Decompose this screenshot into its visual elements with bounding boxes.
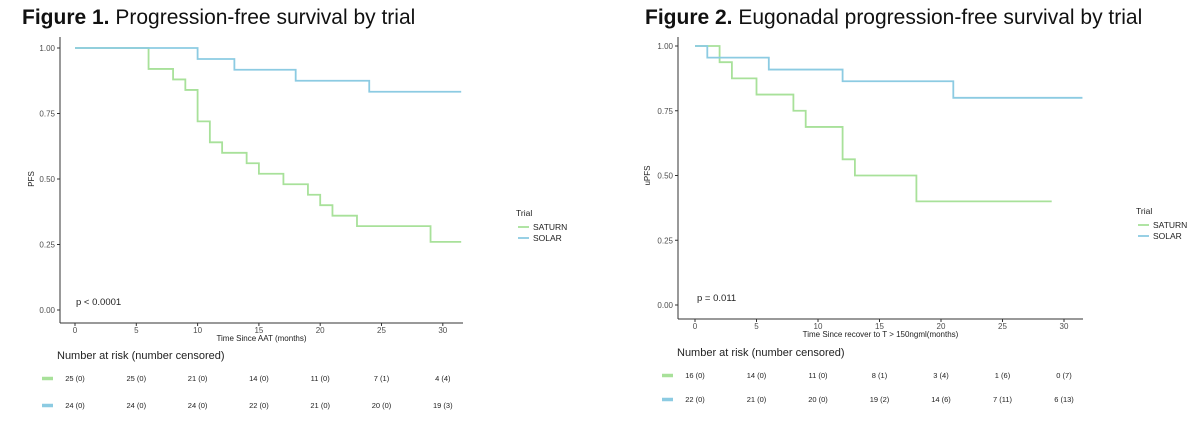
- risk-cell: 21 (0): [747, 395, 767, 404]
- risk-cell: 3 (4): [933, 371, 949, 380]
- y-tick-label: 0.25: [657, 236, 673, 245]
- y-tick-label: 0.50: [39, 175, 55, 184]
- figure-1-text: Progression-free survival by trial: [115, 6, 416, 29]
- y-tick-label: 0.75: [657, 107, 673, 116]
- legend-label-solar: SOLAR: [1153, 231, 1182, 241]
- risk-cell: 19 (3): [433, 401, 453, 410]
- risk-cell: 21 (0): [188, 374, 208, 383]
- y-tick-label: 0.00: [657, 301, 673, 310]
- figure-2-text: Eugonadal progression-free survival by t…: [738, 6, 1143, 29]
- x-tick-label: 30: [438, 326, 447, 335]
- risk-cell: 20 (0): [808, 395, 828, 404]
- risk-cell: 21 (0): [310, 401, 330, 410]
- risk-cell: 6 (13): [1054, 395, 1074, 404]
- x-tick-label: 15: [875, 322, 884, 331]
- risk-cell: 1 (6): [995, 371, 1011, 380]
- risk-cell: 24 (0): [65, 401, 85, 410]
- figure-1-title: Figure 1. Progression-free survival by t…: [22, 6, 415, 30]
- series-line-saturn: [695, 45, 1052, 203]
- risk-cell: 14 (6): [931, 395, 951, 404]
- legend-title: Trial: [516, 208, 532, 218]
- risk-cell: 14 (0): [249, 374, 269, 383]
- chart-2: 0.00 0.25 0.50 0.75 1.00 0 5 10 15 20 25 30 Time Sin…: [643, 37, 1187, 404]
- risk-cell: 14 (0): [747, 371, 767, 380]
- x-tick-label: 5: [754, 322, 759, 331]
- x-tick-label: 20: [316, 326, 325, 335]
- x-tick-label: 15: [254, 326, 263, 335]
- x-tick-label: 10: [814, 322, 823, 331]
- risk-table-title: Number at risk (number censored): [57, 350, 225, 362]
- y-axis-title: PFS: [27, 171, 36, 187]
- risk-table-title: Number at risk (number censored): [677, 347, 845, 359]
- risk-cell: 24 (0): [127, 401, 147, 410]
- series-line-saturn: [75, 47, 462, 243]
- risk-cell: 7 (11): [993, 395, 1013, 404]
- x-tick-label: 0: [693, 322, 698, 331]
- y-tick-label: 1.00: [657, 42, 673, 51]
- risk-cell: 16 (0): [685, 371, 705, 380]
- risk-cell: 7 (1): [374, 374, 390, 383]
- y-axis-title: uPFS: [643, 165, 652, 185]
- x-tick-label: 25: [998, 322, 1007, 331]
- y-tick-label: 0.50: [657, 172, 673, 181]
- risk-cell: 20 (0): [372, 401, 392, 410]
- risk-cell: 0 (7): [1056, 371, 1072, 380]
- risk-cell: 11 (0): [311, 374, 331, 383]
- legend-label-saturn: SATURN: [1153, 220, 1187, 230]
- x-tick-label: 5: [134, 326, 139, 335]
- x-tick-label: 25: [377, 326, 386, 335]
- risk-cell: 25 (0): [127, 374, 147, 383]
- p-value-annotation: p = 0.011: [697, 293, 736, 304]
- risk-cell: 24 (0): [188, 401, 208, 410]
- series-line-solar: [75, 47, 462, 93]
- x-tick-label: 0: [73, 326, 78, 335]
- risk-cell: 4 (4): [435, 374, 451, 383]
- figure-1-number: Figure 1.: [22, 6, 110, 29]
- risk-cell: 11 (0): [808, 371, 828, 380]
- y-tick-label: 0.75: [39, 110, 55, 119]
- risk-cell: 19 (2): [870, 395, 890, 404]
- x-axis-title: Time Since recover to T > 150ngml(months…: [803, 330, 959, 339]
- risk-cell: 22 (0): [249, 401, 269, 410]
- risk-cell: 25 (0): [65, 374, 85, 383]
- risk-cell: 8 (1): [872, 371, 888, 380]
- series-line-solar: [695, 45, 1083, 99]
- chart-1: 0.00 0.25 0.50 0.75 1.00 0 5 10 15 20 25 30 Time Sin…: [27, 37, 567, 410]
- y-tick-label: 1.00: [39, 44, 55, 53]
- x-tick-label: 10: [193, 326, 202, 335]
- legend-label-solar: SOLAR: [533, 233, 562, 243]
- figure-2-title: Figure 2. Eugonadal progression-free sur…: [645, 6, 1142, 30]
- x-tick-label: 30: [1060, 322, 1069, 331]
- x-axis-title: Time Since AAT (months): [216, 334, 306, 343]
- legend-label-saturn: SATURN: [533, 222, 567, 232]
- p-value-annotation: p < 0.0001: [76, 297, 121, 308]
- x-tick-label: 20: [937, 322, 946, 331]
- y-tick-label: 0.25: [39, 241, 55, 250]
- legend-title: Trial: [1136, 206, 1152, 216]
- risk-cell: 22 (0): [685, 395, 705, 404]
- y-tick-label: 0.00: [39, 306, 55, 315]
- figure-2-number: Figure 2.: [645, 6, 733, 29]
